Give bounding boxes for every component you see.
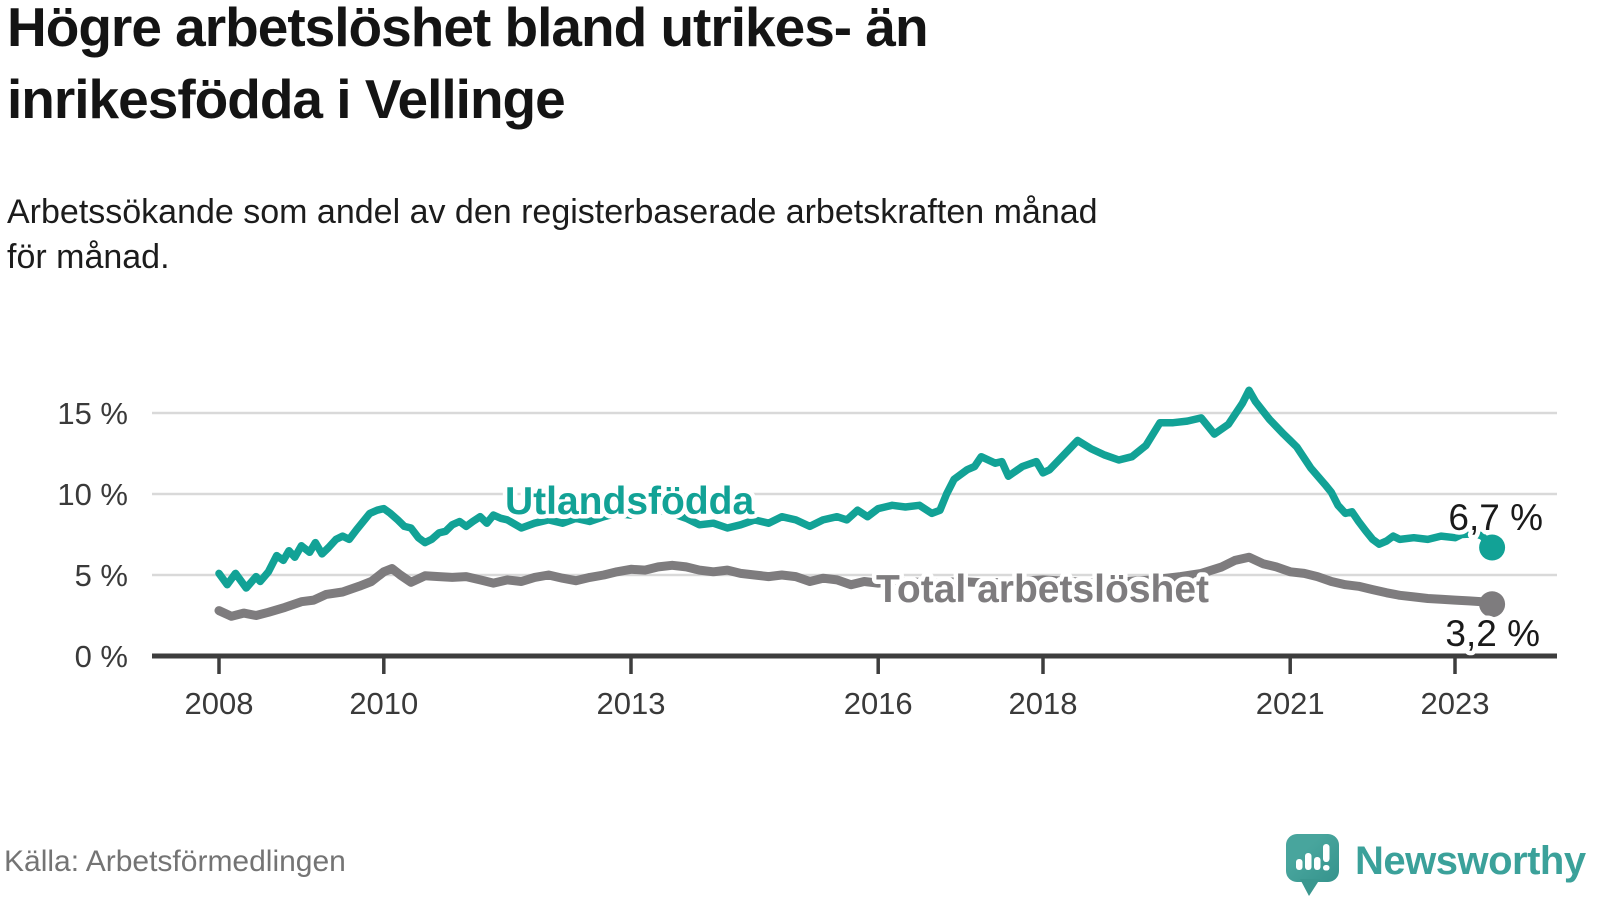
y-tick-label-5pct: 5 % xyxy=(75,558,128,593)
x-tick-label-2018: 2018 xyxy=(1009,686,1078,721)
y-tick-label-0pct: 0 % xyxy=(75,639,128,674)
x-tick-label-2023: 2023 xyxy=(1421,686,1490,721)
x-tick-label-2010: 2010 xyxy=(349,686,418,721)
series-end-value-total: 3,2 % xyxy=(1445,613,1540,654)
x-tick-label-2021: 2021 xyxy=(1256,686,1325,721)
series-label-utlandsfodda: Utlandsfödda xyxy=(505,480,754,523)
bar-1-icon xyxy=(1296,859,1303,870)
x-tick-label-2008: 2008 xyxy=(185,686,254,721)
title-line-2: inrikesfödda i Vellinge xyxy=(7,67,566,130)
brand-name: Newsworthy xyxy=(1355,839,1586,883)
y-tick-label-10pct: 10 % xyxy=(57,477,128,512)
speech-bubble-tail xyxy=(1300,879,1320,896)
bar-2-icon xyxy=(1305,853,1312,870)
series-end-dot-total xyxy=(1479,591,1506,618)
chart-subtitle: Arbetssökande som andel av den registerb… xyxy=(7,190,1098,280)
series-end-value-utlandsfodda: 6,7 % xyxy=(1448,497,1543,538)
newsworthy-logo: Newsworthy xyxy=(1286,834,1586,897)
subtitle-line-2: för månad. xyxy=(7,238,170,277)
newsworthy-speech-bubble-chart-icon xyxy=(1286,834,1339,896)
series-line-total xyxy=(214,552,1497,621)
exclamation-bar-icon xyxy=(1323,844,1330,862)
unemployment-line-chart: 2008 2010 2013 2016 2018 2021 2023 0 % 5 % 10 % 15… xyxy=(57,386,1557,721)
exclamation-dot-icon xyxy=(1323,865,1330,871)
page-title: Högre arbetslöshet bland utrikes- än inri… xyxy=(7,0,929,135)
series-end-dot-utlandsfodda xyxy=(1479,534,1506,561)
series-line-utlandsfodda xyxy=(215,386,1496,592)
subtitle-line-1: Arbetssökande som andel av den registerb… xyxy=(7,193,1098,231)
bar-3-icon xyxy=(1314,857,1321,870)
y-tick-label-15pct: 15 % xyxy=(57,396,128,431)
x-tick-label-2016: 2016 xyxy=(844,686,913,721)
speech-bubble-shape xyxy=(1286,834,1339,882)
title-line-1: Högre arbetslöshet bland utrikes- än xyxy=(7,0,929,58)
x-tick-label-2013: 2013 xyxy=(597,686,666,721)
source-note: Källa: Arbetsförmedlingen xyxy=(4,845,346,878)
series-label-total: Total arbetslöshet xyxy=(876,568,1209,611)
